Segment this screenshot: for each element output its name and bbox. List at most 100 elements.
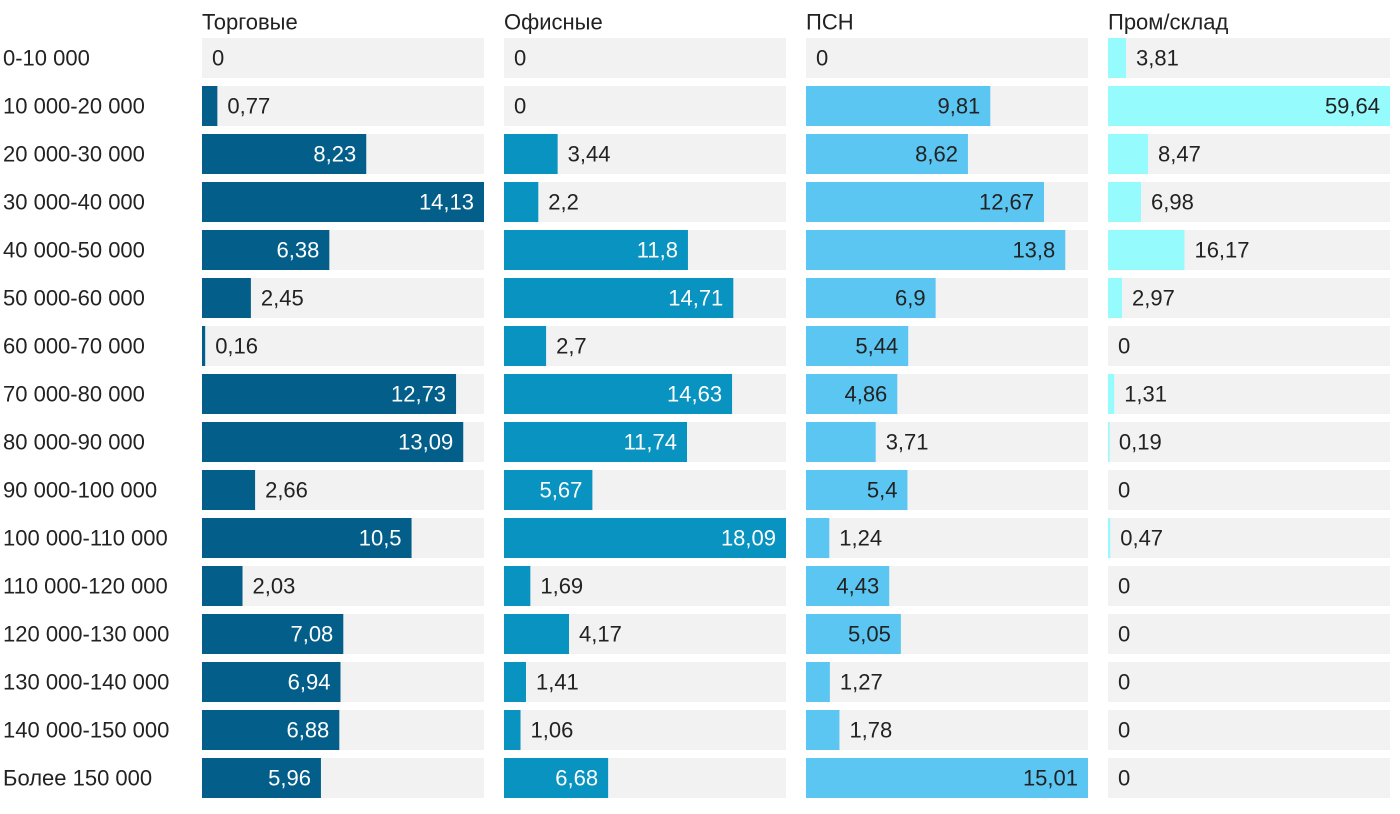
data-label: 2,66 (265, 478, 308, 503)
category-label: 50 000-60 000 (3, 286, 145, 311)
bar-track (504, 326, 786, 366)
bar (202, 566, 243, 606)
bar-track (202, 566, 484, 606)
data-label: 0 (816, 46, 828, 71)
bar-track (1108, 134, 1390, 174)
bar-track (1108, 710, 1390, 750)
bar-track (1108, 566, 1390, 606)
bar (504, 470, 593, 510)
bar-track (202, 326, 484, 366)
bar-track (1108, 470, 1390, 510)
category-label: 20 000-30 000 (3, 142, 145, 167)
data-label: 0 (514, 94, 526, 119)
data-label: 4,86 (844, 382, 887, 407)
category-label: 100 000-110 000 (3, 526, 168, 551)
bar (202, 710, 340, 750)
category-label: 70 000-80 000 (3, 382, 145, 407)
data-label: 3,71 (886, 430, 929, 455)
data-label: 12,73 (391, 382, 446, 407)
data-label: 8,47 (1158, 142, 1201, 167)
bar (1108, 86, 1390, 126)
bar-track (1108, 518, 1390, 558)
bar-track (504, 86, 786, 126)
data-label: 2,7 (556, 334, 587, 359)
bar (806, 710, 840, 750)
bar (806, 182, 1045, 222)
bar (504, 374, 733, 414)
data-label: 4,17 (579, 622, 622, 647)
bar (202, 758, 321, 798)
bar (504, 662, 526, 702)
data-label: 1,69 (540, 574, 583, 599)
data-label: 11,74 (624, 430, 677, 455)
bar (806, 470, 908, 510)
data-label: 8,23 (313, 142, 356, 167)
bar (806, 86, 991, 126)
bar-track (202, 86, 484, 126)
bar-track (1108, 278, 1390, 318)
bar-track (504, 566, 786, 606)
data-label: 59,64 (1325, 94, 1380, 119)
bar (504, 422, 688, 462)
data-label: 2,45 (261, 286, 304, 311)
data-label: 14,71 (668, 286, 723, 311)
data-label: 1,06 (531, 718, 574, 743)
bar (504, 230, 688, 270)
bar-track (1108, 38, 1390, 78)
bar (202, 374, 457, 414)
data-label: 7,08 (290, 622, 333, 647)
bar (1108, 182, 1142, 222)
series-title: Офисные (504, 10, 603, 35)
bar (202, 326, 206, 366)
bar-track (806, 518, 1088, 558)
category-label: 110 000-120 000 (3, 574, 168, 599)
data-label: 0 (1118, 334, 1130, 359)
data-label: 12,67 (979, 190, 1034, 215)
data-label: 16,17 (1194, 238, 1249, 263)
data-label: 1,78 (849, 718, 892, 743)
bar (806, 518, 830, 558)
data-label: 15,01 (1023, 766, 1078, 791)
bar (504, 278, 734, 318)
category-label: 130 000-140 000 (3, 670, 169, 695)
data-label: 0 (1118, 766, 1130, 791)
data-label: 3,44 (568, 142, 611, 167)
bar (202, 86, 218, 126)
bar (504, 758, 609, 798)
bar (1108, 518, 1111, 558)
data-label: 0 (1118, 718, 1130, 743)
data-label: 0,77 (227, 94, 270, 119)
bar (202, 182, 484, 222)
bar-track (1108, 182, 1390, 222)
data-label: 6,88 (286, 718, 329, 743)
data-label: 2,2 (548, 190, 579, 215)
bar (202, 278, 251, 318)
data-label: 0 (1118, 622, 1130, 647)
bar (202, 470, 256, 510)
bar-track (1108, 374, 1390, 414)
bar (1108, 278, 1123, 318)
data-label: 0,47 (1120, 526, 1163, 551)
bar (504, 566, 531, 606)
data-label: 5,4 (867, 478, 898, 503)
bar-track (504, 710, 786, 750)
category-label: 0-10 000 (3, 46, 90, 71)
bar (806, 326, 909, 366)
data-label: 14,63 (667, 382, 722, 407)
data-label: 4,43 (836, 574, 879, 599)
bar (504, 326, 547, 366)
data-label: 13,8 (1012, 238, 1055, 263)
data-label: 5,44 (855, 334, 898, 359)
bar (806, 614, 901, 654)
bar (806, 662, 830, 702)
data-label: 8,62 (915, 142, 958, 167)
bar-track (806, 710, 1088, 750)
bar (202, 614, 344, 654)
series-title: Торговые (202, 10, 298, 35)
data-label: 9,81 (937, 94, 980, 119)
bar-track (202, 38, 484, 78)
data-label: 6,94 (288, 670, 331, 695)
bar-track (1108, 326, 1390, 366)
bar-track (504, 38, 786, 78)
bar (202, 134, 367, 174)
